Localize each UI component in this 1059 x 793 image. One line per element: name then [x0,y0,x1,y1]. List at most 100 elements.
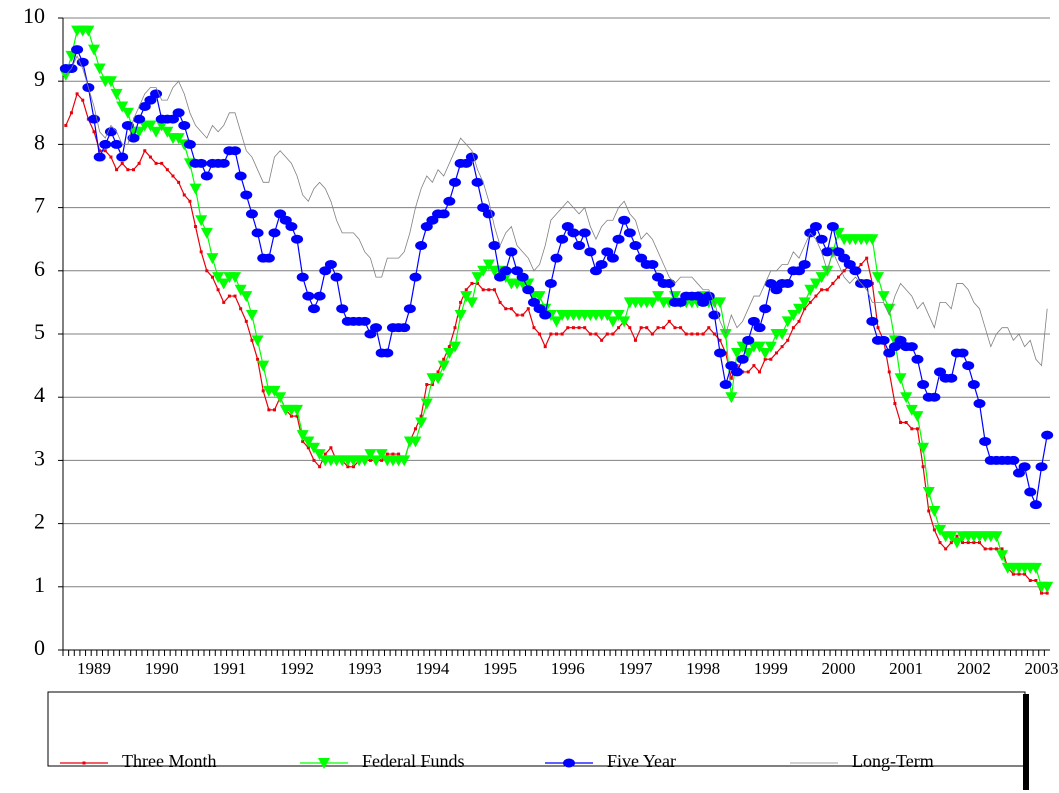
point [251,335,264,347]
point [843,259,856,269]
point [178,120,191,130]
point [509,307,513,311]
point [714,297,727,309]
point [515,313,519,317]
point [900,392,913,404]
point [511,266,524,276]
point [549,332,553,336]
point [487,288,491,292]
point [883,303,896,315]
point [736,341,749,353]
x-tick-label: 2003 [1025,659,1059,678]
point [415,417,428,429]
legend-label: Three Month [122,751,216,771]
point [370,323,383,333]
point [526,307,530,311]
point [319,266,332,276]
point [216,288,220,292]
point [229,146,242,156]
point [104,127,117,137]
series-line [65,54,1048,367]
point [443,347,456,359]
point [1041,430,1054,440]
point [217,158,230,168]
point [550,316,563,328]
x-tick-label: 1993 [348,659,382,678]
x-tick-label: 2001 [889,659,923,678]
point [877,335,890,345]
point [714,348,727,358]
point [922,487,935,498]
point [426,215,439,225]
point [442,357,446,361]
series-line [65,30,1048,588]
point [759,304,772,314]
point [330,272,343,282]
point [398,323,411,333]
point [871,272,884,284]
point [652,272,665,282]
point [261,389,265,393]
point [346,465,350,469]
point [481,288,485,292]
point [577,326,581,330]
point [306,446,310,450]
point [527,297,540,307]
point [533,291,546,303]
point [618,215,631,225]
point [934,524,947,536]
y-tick-label: 0 [34,635,45,660]
point [234,171,247,181]
point [133,114,146,124]
x-tick-label: 1995 [483,659,517,678]
point [618,316,631,328]
point [460,158,473,168]
point [313,291,326,301]
point [978,541,981,545]
point [601,247,614,257]
point [791,326,795,330]
point [171,174,175,178]
point [267,408,271,412]
point [409,436,422,448]
point [296,272,309,282]
point [1045,591,1049,595]
point [729,376,733,380]
point [915,427,919,431]
point [1034,578,1038,582]
point [917,380,930,390]
point [578,228,591,238]
point [595,259,608,269]
point [459,300,463,304]
x-tick-label: 1996 [551,659,585,678]
point [904,420,908,424]
point [368,458,372,462]
point [150,126,163,138]
point [432,373,445,385]
point [967,380,980,390]
y-tick-label: 3 [34,445,45,470]
point [832,247,845,257]
point [961,541,965,545]
point [59,69,72,81]
point [742,335,755,345]
point [550,253,563,263]
point [588,332,592,336]
point [776,329,789,340]
point [646,259,659,269]
point [979,436,992,446]
point [75,92,79,96]
point [233,294,237,298]
point [781,316,794,328]
point [88,114,101,124]
point [718,338,722,342]
point [921,465,925,469]
point [905,404,918,416]
point [973,399,986,409]
point [364,329,377,339]
point [566,326,570,330]
point [662,326,666,330]
y-tick-label: 6 [34,256,45,281]
point [200,171,213,181]
point [650,332,654,336]
